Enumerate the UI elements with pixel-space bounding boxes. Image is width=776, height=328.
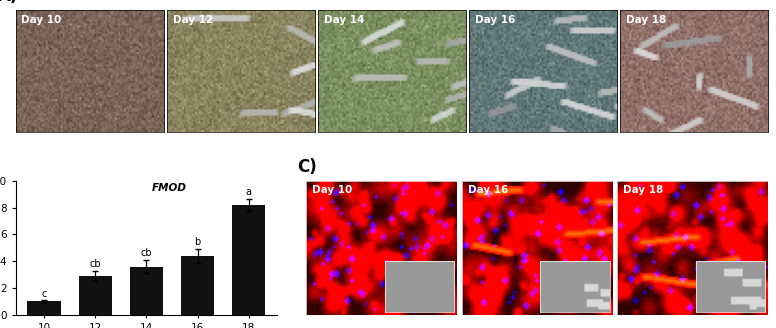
Text: Day 16: Day 16	[468, 185, 508, 195]
Bar	[232, 205, 265, 315]
Text: Day 10: Day 10	[312, 185, 352, 195]
Text: Day 18: Day 18	[623, 185, 663, 195]
Text: Day 16: Day 16	[475, 15, 515, 25]
Bar	[27, 301, 61, 315]
Text: C): C)	[297, 157, 317, 175]
Bar	[181, 256, 214, 315]
Text: Day 18: Day 18	[626, 15, 667, 25]
Text: a: a	[246, 187, 251, 197]
Text: FMOD: FMOD	[151, 183, 187, 193]
Text: cb: cb	[140, 248, 152, 258]
Text: Day 14: Day 14	[324, 15, 364, 25]
Text: cb: cb	[89, 259, 101, 269]
Text: c: c	[41, 289, 47, 299]
Bar	[130, 267, 163, 315]
Text: Day 12: Day 12	[172, 15, 213, 25]
Text: A): A)	[0, 0, 18, 5]
Text: b: b	[195, 237, 201, 247]
Bar	[78, 276, 112, 315]
Text: Day 10: Day 10	[22, 15, 62, 25]
